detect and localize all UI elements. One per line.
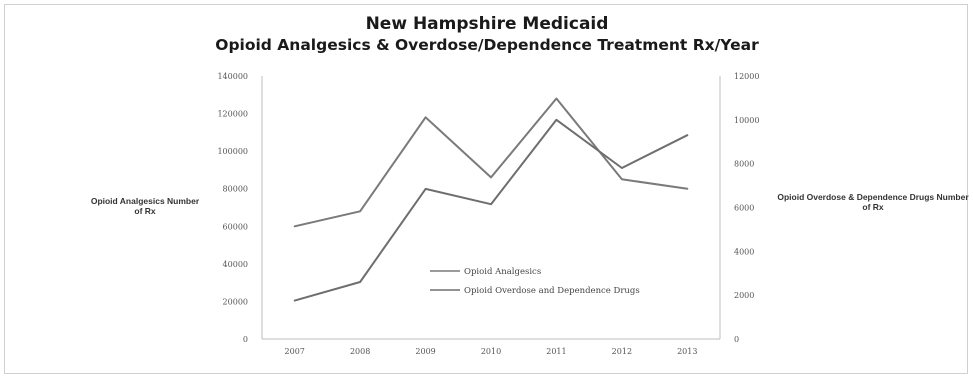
y-right-tick-label: 0	[734, 335, 739, 344]
y-left-tick-label: 0	[243, 335, 248, 344]
y-left-tick-label: 20000	[223, 297, 248, 306]
x-tick-label: 2008	[350, 347, 370, 356]
y-axis-right-label: Opioid Overdose & Dependence Drugs Numbe…	[777, 192, 969, 212]
y-left-tick-label: 40000	[223, 260, 248, 269]
x-tick-label: 2010	[481, 347, 501, 356]
y-right-tick-label: 2000	[734, 291, 754, 300]
x-tick-label: 2013	[677, 347, 697, 356]
y-axis-left-label: Opioid Analgesics Number of Rx	[90, 196, 200, 216]
y-left-tick-label: 120000	[217, 110, 248, 119]
y-right-tick-label: 12000	[734, 72, 759, 81]
y-right-tick-label: 10000	[734, 116, 759, 125]
chart-frame	[4, 4, 968, 374]
y-left-tick-label: 60000	[223, 222, 248, 231]
x-tick-label: 2007	[285, 347, 305, 356]
chart-subtitle: Opioid Analgesics & Overdose/Dependence …	[215, 36, 759, 54]
legend-label: Opioid Analgesics	[464, 267, 541, 277]
x-tick-label: 2011	[546, 347, 566, 356]
y-right-tick-label: 8000	[734, 160, 754, 169]
y-right-tick-label: 4000	[734, 247, 754, 256]
series-line-opioid-analgesics	[293, 97, 689, 228]
y-left-tick-label: 80000	[223, 185, 248, 194]
chart-title: New Hampshire Medicaid	[365, 14, 609, 34]
x-tick-label: 2009	[415, 347, 435, 356]
y-left-tick-label: 140000	[217, 72, 248, 81]
x-tick-label: 2012	[612, 347, 632, 356]
legend-label: Opioid Overdose and Dependence Drugs	[464, 286, 640, 296]
series-line-overdose-dependence	[293, 118, 689, 302]
y-right-tick-label: 6000	[734, 204, 754, 213]
y-left-tick-label: 100000	[217, 147, 248, 156]
